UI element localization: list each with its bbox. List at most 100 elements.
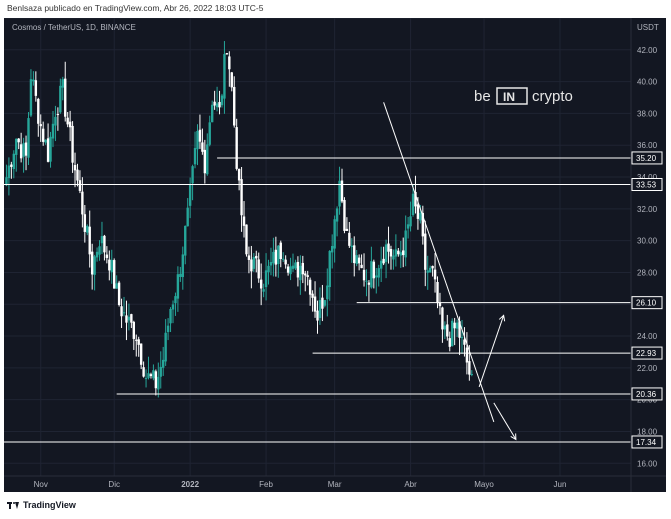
watermark-right: crypto: [532, 88, 573, 105]
candle-body: [470, 374, 474, 376]
candle-body: [122, 312, 126, 314]
candle-body: [117, 282, 121, 305]
descending-trendline: [383, 102, 495, 423]
candle-body: [335, 208, 339, 222]
candle-body: [242, 216, 246, 226]
candle-body: [257, 259, 260, 279]
candle-body: [152, 370, 155, 379]
candle-body: [370, 261, 373, 288]
candle-body: [154, 371, 158, 389]
candle-body: [367, 282, 371, 285]
candle-body: [330, 245, 334, 253]
candle-body: [169, 308, 172, 324]
price-chart[interactable]: be IN crypto Cosmos / TetherUS, 1D, BINANCE…: [4, 18, 666, 492]
candle-body: [41, 128, 45, 142]
arrow-shaft: [493, 402, 517, 440]
projection-arrow-2: [493, 402, 517, 441]
candle-body: [323, 300, 327, 306]
candle-body: [274, 249, 278, 265]
candle-body: [115, 283, 118, 289]
candle-body: [184, 225, 187, 256]
price-tick-label: 28.00: [637, 268, 658, 277]
level-price-tag: [631, 296, 663, 310]
candle-body: [142, 367, 145, 377]
chart-area[interactable]: be IN crypto Cosmos / TetherUS, 1D, BINANCE…: [4, 18, 666, 492]
time-tick-label: Feb: [259, 480, 273, 489]
candle-body: [387, 243, 390, 252]
candle-body: [228, 56, 231, 70]
candle-body: [379, 260, 383, 269]
candle-body: [64, 78, 67, 117]
candle-body: [181, 254, 184, 278]
candle-body: [333, 219, 336, 249]
grid-lines: [4, 18, 631, 476]
candle-body: [468, 361, 471, 375]
candle-body: [90, 251, 94, 275]
level-price-label: 26.10: [636, 299, 657, 308]
level-price-tag: [631, 346, 663, 360]
time-tick-label: Mar: [328, 480, 342, 489]
candle-body: [108, 259, 111, 271]
level-price-label: 22.93: [636, 349, 657, 358]
price-tick-label: 30.00: [637, 237, 658, 246]
candle-body: [304, 273, 307, 276]
candle-body: [164, 332, 167, 362]
candle-body: [318, 300, 322, 318]
price-tick-label: 36.00: [637, 141, 658, 150]
candle-body: [100, 236, 104, 244]
candle-body: [10, 164, 13, 167]
candle-body: [83, 214, 87, 232]
level-price-tag: [631, 435, 663, 449]
candle-body: [428, 267, 432, 273]
publish-caption: Benlsaza publicado en TradingView.com, A…: [7, 3, 264, 13]
candle-body: [296, 261, 300, 278]
candle-body: [264, 270, 268, 288]
candle-body: [113, 260, 116, 289]
candle-body: [22, 143, 25, 157]
candle-body: [81, 191, 84, 215]
level-price-tag: [631, 178, 663, 192]
candle-body: [414, 191, 417, 207]
candle-body: [259, 279, 263, 289]
candle-body: [5, 177, 8, 186]
candle-body: [98, 246, 101, 255]
candle-body: [269, 262, 273, 266]
candle-body: [56, 114, 60, 116]
candle-body: [326, 285, 329, 300]
candle-body: [32, 79, 35, 82]
candle-body: [267, 265, 270, 273]
candle-body: [411, 193, 415, 215]
price-tick-label: 38.00: [637, 109, 658, 118]
candle-body: [286, 266, 290, 273]
candle-body: [365, 280, 368, 282]
candle-body: [458, 321, 461, 338]
candle-body: [19, 144, 23, 159]
candle-body: [316, 310, 319, 321]
candle-body: [68, 121, 72, 128]
candle-body: [409, 216, 412, 227]
candle-body: [345, 228, 349, 231]
candle-body: [426, 270, 429, 273]
candle-body: [179, 273, 182, 277]
candle-body: [362, 269, 366, 281]
candle-body: [389, 248, 393, 257]
price-tick-label: 34.00: [637, 173, 658, 182]
candle-body: [436, 281, 439, 304]
candle-body: [27, 118, 30, 158]
candle-body: [223, 54, 226, 99]
candle-body: [71, 125, 74, 163]
candle-body: [284, 259, 287, 265]
level-price-label: 35.20: [636, 154, 657, 163]
level-price-label: 20.36: [636, 390, 657, 399]
candle-body: [299, 265, 302, 281]
candle-body: [59, 85, 62, 113]
candle-body: [343, 199, 346, 231]
candle-body: [230, 72, 233, 88]
watermark-left: be: [474, 88, 491, 105]
candle-body: [451, 320, 454, 347]
level-price-tag: [631, 387, 663, 401]
price-tick-label: 18.00: [637, 427, 658, 436]
candle-body: [46, 138, 50, 162]
level-price-tag: [631, 151, 663, 165]
time-tick-label: 2022: [181, 480, 199, 489]
